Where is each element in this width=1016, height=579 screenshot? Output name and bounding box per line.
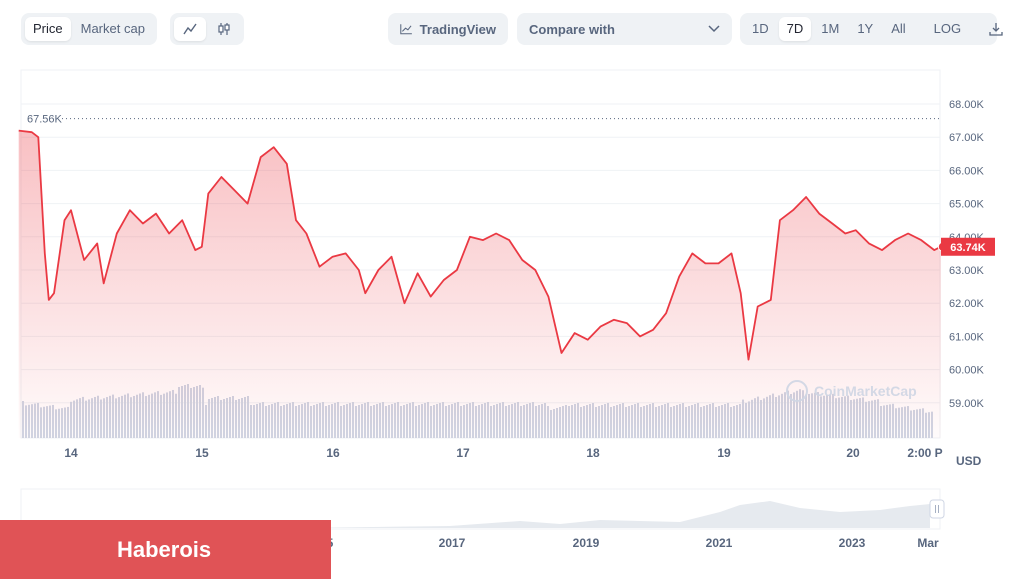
line-chart-button[interactable]	[174, 17, 206, 41]
compare-select[interactable]: Compare with	[517, 13, 732, 45]
chart-mode-toggle	[170, 13, 244, 45]
current-price-badge	[941, 237, 995, 256]
download-icon	[989, 23, 1003, 36]
navigator-handle[interactable]	[929, 499, 945, 519]
coinmarketcap-watermark: CoinMarketCap	[786, 380, 917, 402]
price-area	[18, 130, 941, 438]
compare-label: Compare with	[529, 21, 615, 37]
tradingview-label: TradingView	[419, 21, 496, 37]
navigator-tick: 2021	[706, 536, 733, 550]
range-1m[interactable]: 1M	[821, 21, 840, 36]
navigator-area	[22, 501, 930, 528]
high-price-label: 67.56K	[27, 114, 63, 126]
x-tick-label: 14	[64, 446, 78, 460]
currency-label: USD	[956, 454, 982, 468]
tab-price[interactable]: Price	[25, 17, 71, 41]
candlestick-button[interactable]	[208, 17, 240, 41]
x-tick-label: 2:00 P	[907, 446, 942, 460]
y-tick-label: 63.00K	[949, 265, 985, 277]
x-tick-label: 15	[195, 446, 209, 460]
log-toggle[interactable]: LOG	[933, 21, 962, 36]
y-tick-label: 65.00K	[949, 199, 985, 211]
tradingview-icon	[400, 24, 412, 35]
x-tick-label: 20	[846, 446, 860, 460]
y-tick-label: 66.00K	[949, 165, 985, 177]
tab-market-cap[interactable]: Market cap	[80, 21, 145, 36]
price-line	[18, 129, 942, 361]
y-tick-label: 68.00K	[949, 99, 985, 111]
download-button[interactable]	[981, 17, 1011, 41]
x-tick-label: 16	[326, 446, 340, 460]
x-tick-label: 17	[456, 446, 470, 460]
navigator-tick: 2023	[839, 536, 866, 550]
range-all[interactable]: All	[891, 21, 906, 36]
overlay-text: Haberois	[117, 536, 212, 562]
watermark-text: CoinMarketCap	[814, 383, 917, 399]
current-price-label: 63.74K	[950, 242, 986, 254]
line-chart-icon	[183, 23, 197, 35]
x-tick-label: 19	[717, 446, 731, 460]
tradingview-button[interactable]: TradingView	[388, 13, 508, 45]
chevron-down-icon	[708, 25, 720, 33]
navigator-tick: 2019	[573, 536, 600, 550]
range-1y[interactable]: 1Y	[857, 21, 874, 36]
y-tick-label: 60.00K	[949, 365, 985, 377]
y-tick-label: 61.00K	[949, 331, 985, 343]
candlestick-icon	[218, 23, 230, 35]
range-toggle: 1D 7D 1M 1Y All LOG	[740, 13, 1003, 45]
range-7d[interactable]: 7D	[778, 17, 812, 41]
view-toggle: Price Market cap	[21, 13, 157, 45]
navigator-tick: 2017	[439, 536, 466, 550]
overlay-banner: Haberois	[0, 520, 331, 579]
x-tick-label: 18	[586, 446, 600, 460]
coinmarketcap-logo-icon	[786, 380, 808, 402]
y-tick-label: 59.00K	[949, 398, 985, 410]
y-tick-label: 67.00K	[949, 132, 985, 144]
y-tick-label: 62.00K	[949, 298, 985, 310]
navigator-tick: Mar	[917, 536, 939, 550]
range-1d[interactable]: 1D	[752, 21, 769, 36]
